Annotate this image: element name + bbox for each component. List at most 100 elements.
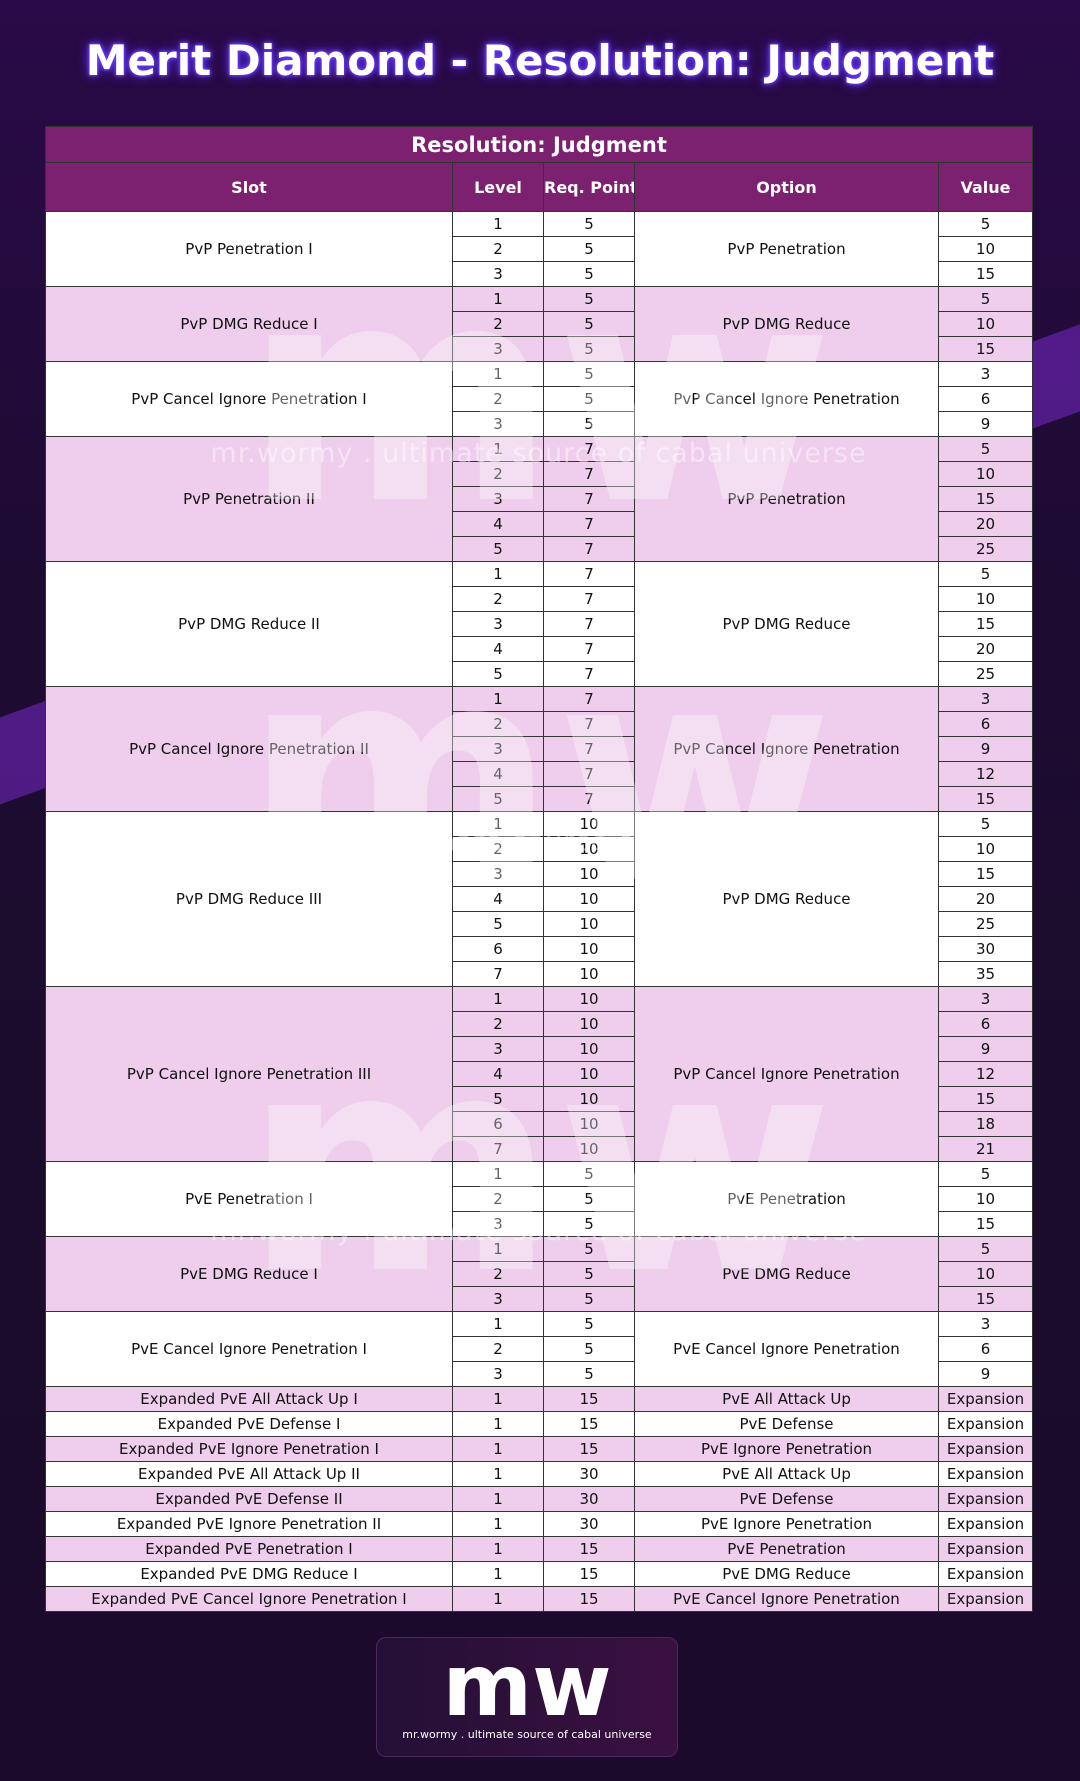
level-cell: 2 (452, 711, 544, 737)
level-cell: 5 (452, 786, 544, 812)
req-point-cell: 30 (543, 1461, 635, 1487)
value-cell: 5 (937, 436, 1034, 462)
value-cell: 15 (937, 1086, 1034, 1112)
slot-cell: PvP Penetration II (45, 436, 453, 562)
level-cell: 1 (452, 986, 544, 1012)
value-cell: 18 (937, 1111, 1034, 1137)
data-row: 3 5 15 (46, 1211, 1034, 1237)
slot-cell: PvP Penetration I (45, 211, 453, 287)
req-point-cell: 5 (543, 1236, 635, 1262)
value-cell: 20 (937, 511, 1034, 537)
req-point-cell: 15 (543, 1411, 635, 1437)
value-cell: 3 (937, 686, 1034, 712)
value-cell: 10 (937, 1186, 1034, 1212)
level-cell: 4 (452, 1061, 544, 1087)
value-cell: 6 (937, 711, 1034, 737)
option-cell: PvP Penetration (634, 211, 939, 287)
level-cell: 1 (452, 1236, 544, 1262)
value-cell: Expansion (937, 1436, 1034, 1462)
expanded-row: Expanded PvE Ignore Penetration II 1 30 PvE… (45, 1511, 1034, 1537)
level-cell: 1 (452, 1386, 544, 1412)
expanded-row: Expanded PvE Ignore Penetration I 1 15 PvE … (45, 1436, 1034, 1462)
level-cell: 1 (452, 1436, 544, 1462)
req-point-cell: 10 (543, 886, 635, 912)
data-row: PvP Cancel Ignore Penetration III 1 10 PvP … (45, 986, 1034, 1162)
req-point-cell: 10 (543, 1136, 635, 1162)
value-cell: 10 (937, 311, 1034, 337)
value-cell: Expansion (937, 1536, 1034, 1562)
level-cell: 2 (452, 1336, 544, 1362)
value-cell: 20 (937, 636, 1034, 662)
level-cell: 1 (452, 686, 544, 712)
level-cell: 2 (452, 836, 544, 862)
req-point-cell: 7 (543, 486, 635, 512)
level-cell: 4 (452, 511, 544, 537)
level-cell: 1 (452, 211, 544, 237)
level-cell: 6 (452, 1111, 544, 1137)
slot-cell: PvE Cancel Ignore Penetration I (45, 1311, 453, 1387)
value-cell: Expansion (937, 1411, 1034, 1437)
option-cell: PvP Cancel Ignore Penetration (634, 986, 939, 1162)
value-cell: 35 (937, 961, 1034, 987)
value-cell: Expansion (937, 1511, 1034, 1537)
req-point-cell: 7 (543, 636, 635, 662)
level-cell: 3 (452, 1286, 544, 1312)
value-cell: 15 (937, 336, 1034, 362)
slot-cell: Expanded PvE All Attack Up I (45, 1386, 453, 1412)
req-point-cell: 15 (543, 1561, 635, 1587)
value-cell: 5 (937, 561, 1034, 587)
option-cell: PvE Ignore Penetration (634, 1511, 939, 1537)
value-cell: 30 (937, 936, 1034, 962)
data-row: 2 10 6 (46, 1011, 1034, 1037)
data-row: PvE DMG Reduce I 1 5 PvE DMG Reduce 5 (45, 1236, 1034, 1312)
slot-cell: Expanded PvE All Attack Up II (45, 1461, 453, 1487)
req-point-cell: 5 (543, 1261, 635, 1287)
value-cell: 25 (937, 911, 1034, 937)
option-cell: PvE Defense (634, 1486, 939, 1512)
page-title: Merit Diamond - Resolution: Judgment (85, 36, 995, 85)
value-cell: 5 (937, 1236, 1034, 1262)
req-point-cell: 15 (543, 1536, 635, 1562)
value-cell: 12 (937, 761, 1034, 787)
option-cell: PvE DMG Reduce (634, 1236, 939, 1312)
level-cell: 1 (452, 1511, 544, 1537)
data-row: 7 10 21 (46, 1136, 1034, 1162)
level-cell: 2 (452, 461, 544, 487)
req-point-cell: 10 (543, 836, 635, 862)
req-point-cell: 5 (543, 236, 635, 262)
option-cell: PvE Ignore Penetration (634, 1436, 939, 1462)
level-cell: 3 (452, 1036, 544, 1062)
expanded-row: Expanded PvE Penetration I 1 15 PvE Penetra… (45, 1536, 1034, 1562)
data-row: PvP Cancel Ignore Penetration II 1 7 PvP Ca… (45, 686, 1034, 812)
level-cell: 3 (452, 611, 544, 637)
req-point-cell: 15 (543, 1386, 635, 1412)
req-point-cell: 5 (543, 1186, 635, 1212)
slot-cell: PvP DMG Reduce II (45, 561, 453, 687)
value-cell: Expansion (937, 1486, 1034, 1512)
req-point-cell: 5 (543, 1286, 635, 1312)
option-cell: PvP Cancel Ignore Penetration (634, 361, 939, 437)
value-cell: 5 (937, 811, 1034, 837)
option-cell: PvE Penetration (634, 1161, 939, 1237)
value-cell: 5 (937, 211, 1034, 237)
value-cell: 10 (937, 586, 1034, 612)
req-point-cell: 7 (543, 436, 635, 462)
req-point-cell: 30 (543, 1511, 635, 1537)
slot-cell: Expanded PvE Ignore Penetration I (45, 1436, 453, 1462)
data-row: 3 10 9 (46, 1036, 1034, 1062)
option-cell: PvP Cancel Ignore Penetration (634, 686, 939, 812)
level-cell: 1 (452, 286, 544, 312)
value-cell: Expansion (937, 1561, 1034, 1587)
data-row: 5 10 15 (46, 1086, 1034, 1112)
value-cell: 9 (937, 736, 1034, 762)
level-cell: 4 (452, 761, 544, 787)
level-cell: 3 (452, 261, 544, 287)
option-cell: PvE All Attack Up (634, 1461, 939, 1487)
level-cell: 7 (452, 1136, 544, 1162)
req-point-cell: 30 (543, 1486, 635, 1512)
level-cell: 1 (452, 561, 544, 587)
data-row: 7 10 35 (46, 961, 1034, 987)
